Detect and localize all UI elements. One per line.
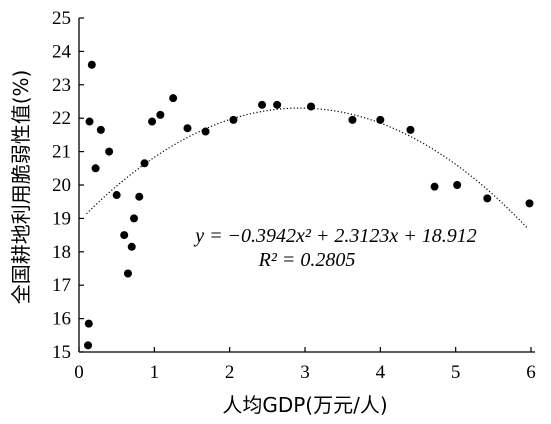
y-tick-label: 18 xyxy=(52,242,71,263)
data-point xyxy=(84,341,93,350)
data-point xyxy=(430,182,439,191)
y-tick-label: 15 xyxy=(52,342,71,363)
data-point xyxy=(87,60,96,69)
data-point xyxy=(183,124,192,133)
data-point xyxy=(406,125,415,134)
data-points xyxy=(84,60,534,350)
x-tick-label: 4 xyxy=(376,362,386,383)
axes xyxy=(78,18,535,353)
data-point xyxy=(135,192,144,201)
data-point xyxy=(258,100,267,109)
x-tick-label: 2 xyxy=(225,362,235,383)
x-tick-label: 1 xyxy=(150,362,160,383)
r-squared-label: R² = 0.2805 xyxy=(258,249,356,271)
x-tick-label: 3 xyxy=(300,362,310,383)
y-axis-ticks: 15 16 17 18 19 20 21 22 23 24 25 xyxy=(52,8,84,363)
data-point xyxy=(525,199,534,208)
x-axis-ticks: 0 1 2 3 4 5 6 xyxy=(74,347,536,383)
data-point xyxy=(148,117,157,126)
data-point xyxy=(84,319,93,328)
data-point xyxy=(229,115,238,124)
y-tick-label: 17 xyxy=(52,275,71,296)
data-point xyxy=(156,110,165,119)
y-tick-label: 22 xyxy=(52,108,71,129)
trendline-curve xyxy=(86,107,528,229)
y-tick-label: 21 xyxy=(52,142,71,163)
data-point xyxy=(169,94,178,103)
data-point xyxy=(112,191,121,200)
data-point xyxy=(140,159,149,168)
data-point xyxy=(483,194,492,203)
data-point xyxy=(273,100,282,109)
y-tick-label: 25 xyxy=(52,8,71,29)
data-point xyxy=(91,164,100,173)
y-axis-label: 全国耕地利用脆弱性值(%) xyxy=(9,70,33,305)
data-point xyxy=(201,127,210,136)
y-tick-label: 20 xyxy=(52,175,71,196)
y-tick-label: 16 xyxy=(52,309,71,330)
data-point xyxy=(307,102,316,111)
data-point xyxy=(129,214,138,223)
x-tick-label: 6 xyxy=(526,362,536,383)
data-point xyxy=(96,125,105,134)
data-point xyxy=(105,147,114,156)
data-point xyxy=(85,117,94,126)
data-point xyxy=(127,242,136,251)
y-tick-label: 24 xyxy=(52,41,72,62)
x-axis-label: 人均GDP(万元/人) xyxy=(222,393,387,417)
data-point xyxy=(348,115,357,124)
data-point xyxy=(123,269,132,278)
data-point xyxy=(453,181,462,189)
data-point xyxy=(120,231,129,240)
x-tick-label: 5 xyxy=(451,362,461,383)
data-point xyxy=(376,115,385,124)
y-tick-label: 19 xyxy=(52,208,71,229)
trend-equation: y = −0.3942x² + 2.3123x + 18.912 xyxy=(193,225,477,247)
y-tick-label: 23 xyxy=(52,75,71,96)
x-tick-label: 0 xyxy=(74,362,84,383)
